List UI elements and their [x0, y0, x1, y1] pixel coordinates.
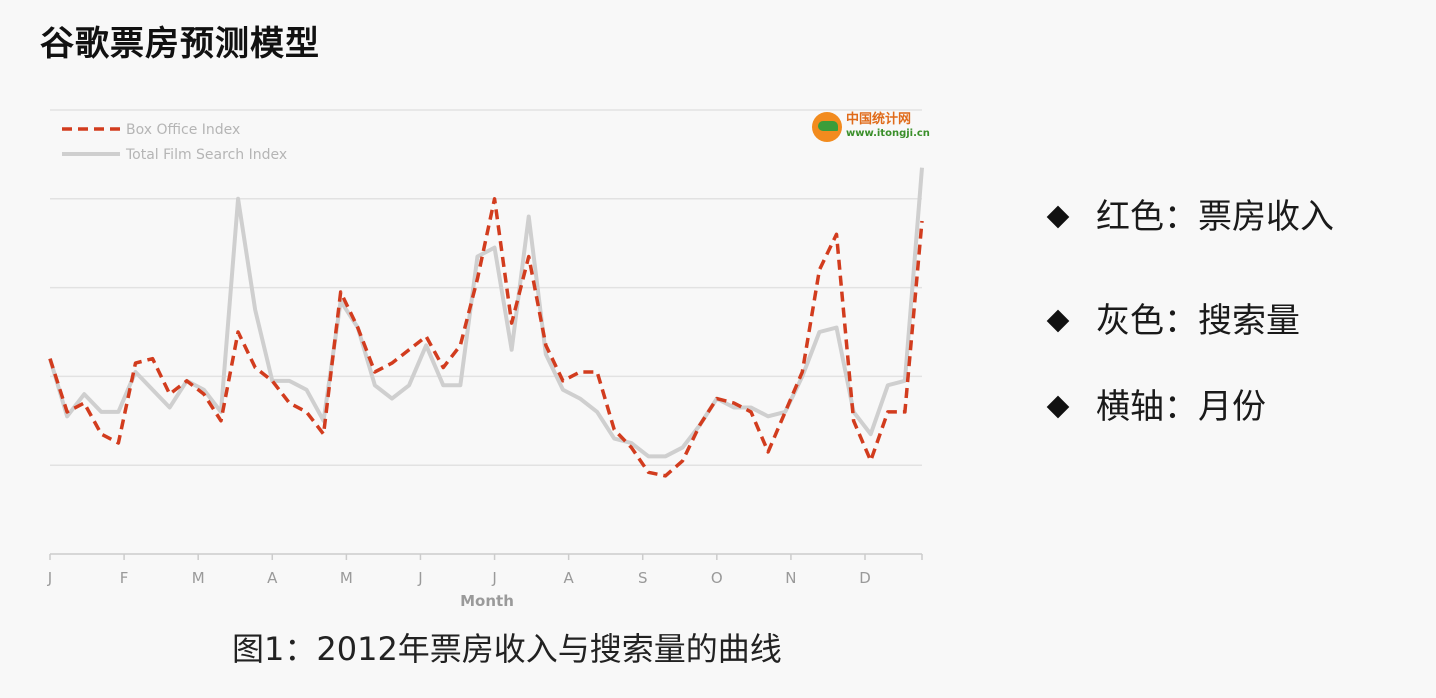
bullet-text: 横轴：月份	[1096, 387, 1266, 427]
bullet-text: 红色：票房收入	[1096, 197, 1334, 237]
x-tick-label: A	[267, 569, 278, 587]
x-tick-label: J	[491, 569, 496, 587]
box-office-line	[48, 197, 924, 478]
figure-caption: 图1：2012年票房收入与搜索量的曲线	[232, 630, 782, 668]
slide-title: 谷歌票房预测模型	[40, 24, 320, 64]
diamond-bullet-icon	[1046, 205, 1070, 229]
chart-series	[48, 167, 924, 478]
x-tick-label: S	[638, 569, 648, 587]
x-axis-label: Month	[460, 592, 514, 610]
x-tick-label: F	[120, 569, 129, 587]
chart-legend: Box Office Index Total Film Search Index	[62, 122, 287, 163]
x-tick-label: O	[711, 569, 723, 587]
itongji-logo-icon	[812, 112, 842, 142]
legend-explanation-list: 红色：票房收入 灰色：搜索量 横轴：月份	[1044, 192, 1334, 450]
x-tick-label: A	[564, 569, 575, 587]
x-tick-label: J	[417, 569, 422, 587]
logo-url: www.itongji.cn	[846, 128, 930, 139]
x-tick-label: J	[47, 569, 52, 587]
x-tick-label: M	[340, 569, 353, 587]
x-tick-label: N	[785, 569, 796, 587]
diamond-bullet-icon	[1046, 309, 1070, 333]
search-index-line	[48, 167, 924, 459]
chart-gridlines	[50, 109, 922, 466]
x-tick-label: D	[859, 569, 871, 587]
legend-label: Total Film Search Index	[125, 147, 287, 163]
legend-label: Box Office Index	[126, 122, 240, 138]
itongji-logo: 中国统计网 www.itongji.cn	[812, 112, 930, 142]
logo-name: 中国统计网	[846, 112, 912, 127]
x-tick-label: M	[192, 569, 205, 587]
bullet-item: 灰色：搜索量	[1044, 278, 1334, 364]
bullet-text: 灰色：搜索量	[1096, 301, 1300, 341]
bullet-item: 红色：票房收入	[1044, 192, 1334, 242]
diamond-bullet-icon	[1046, 395, 1070, 419]
bullet-item: 横轴：月份	[1044, 364, 1334, 450]
